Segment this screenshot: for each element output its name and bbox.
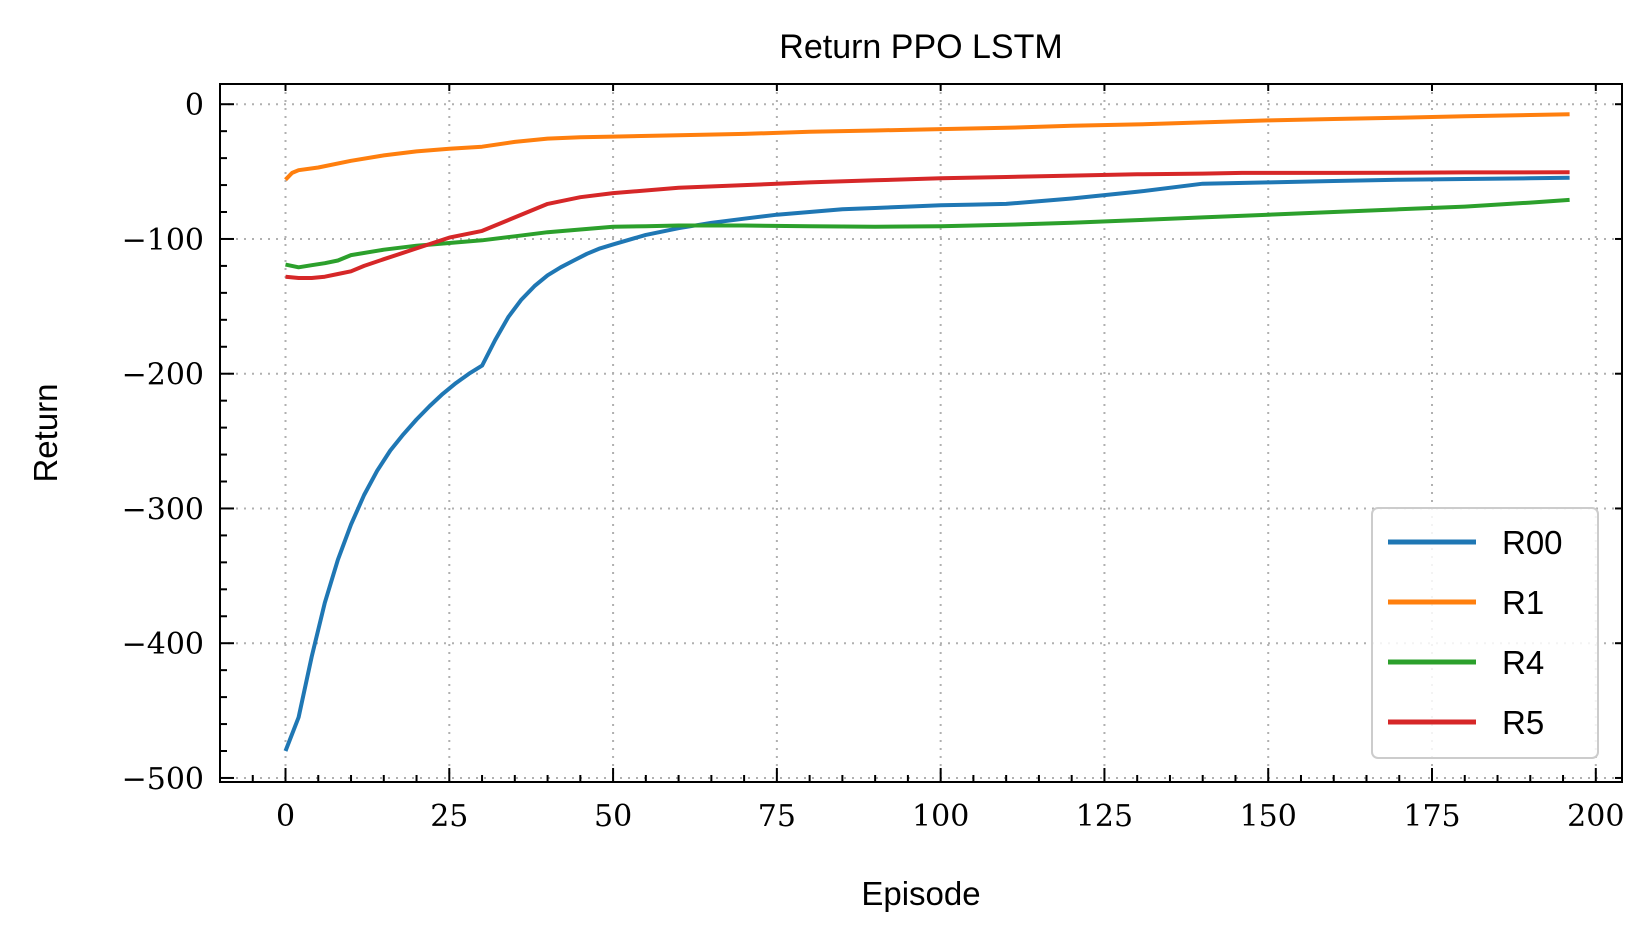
series-line-r5 bbox=[285, 170, 1570, 280]
plot-frame bbox=[219, 83, 1623, 783]
x-tick-label: 125 bbox=[1076, 799, 1133, 834]
x-tick-label: 200 bbox=[1567, 799, 1624, 834]
y-tick-label: −500 bbox=[122, 762, 204, 797]
x-tick-label: 150 bbox=[1240, 799, 1297, 834]
y-tick-label: −300 bbox=[122, 492, 204, 527]
y-axis-label: Return bbox=[27, 383, 64, 482]
x-tick-label: 175 bbox=[1403, 799, 1460, 834]
y-tick-label: 0 bbox=[185, 88, 204, 123]
legend-label: R5 bbox=[1502, 704, 1544, 741]
series-line-r4 bbox=[285, 197, 1570, 270]
legend-label: R1 bbox=[1502, 584, 1544, 621]
chart-title: Return PPO LSTM bbox=[779, 28, 1062, 66]
legend-label: R00 bbox=[1502, 524, 1563, 561]
plot-lines bbox=[283, 112, 1570, 752]
x-tick-label: 25 bbox=[430, 799, 468, 834]
series-line-r00 bbox=[283, 175, 1570, 752]
x-axis-label: Episode bbox=[861, 875, 980, 912]
series-line-r1 bbox=[284, 112, 1570, 182]
x-tick-label: 100 bbox=[912, 799, 969, 834]
x-tick-label: 0 bbox=[276, 799, 295, 834]
axis-ticks: 0 25 50 75 100 125 150 175 200 0 −100 −200 −300 −400 −… bbox=[122, 84, 1624, 834]
legend-label: R4 bbox=[1502, 644, 1544, 681]
x-tick-label: 50 bbox=[594, 799, 632, 834]
y-tick-label: −400 bbox=[122, 627, 204, 662]
y-tick-label: −200 bbox=[122, 358, 204, 393]
y-tick-label: −100 bbox=[122, 223, 204, 258]
x-tick-label: 75 bbox=[758, 799, 796, 834]
legend: R00 R1 R4 R5 bbox=[1371, 507, 1599, 759]
legend-box bbox=[1371, 507, 1599, 759]
